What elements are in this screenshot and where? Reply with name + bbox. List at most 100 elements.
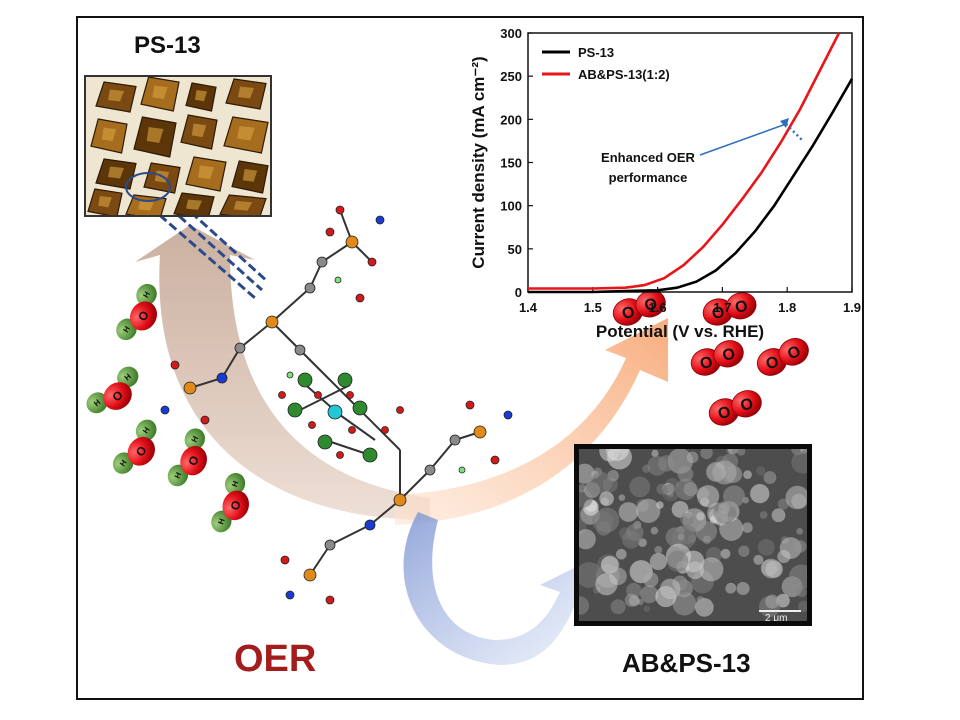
sem-particle: [777, 498, 789, 510]
sem-particle: [720, 548, 731, 559]
legend-label-1: AB&PS-13(1:2): [578, 67, 670, 82]
oxygen-symbol: O: [733, 297, 749, 317]
h2o-molecule: HOH: [167, 428, 208, 487]
hydrogen-atom: [86, 392, 108, 414]
sem-particle: [624, 593, 638, 607]
oxygen-atom: [180, 446, 208, 476]
y-tick-label: 150: [500, 156, 522, 171]
sem-particle: [636, 498, 661, 523]
crystal-highlight: [138, 201, 154, 211]
sem-particle: [761, 558, 781, 579]
sem-particle: [677, 524, 698, 545]
oxygen-symbol: O: [642, 295, 660, 315]
oer-polarization-chart: 1.4 1.5 1.6 1.7 1.8 1.9 0 50 100 150 200 250 300 Pote…: [469, 26, 861, 341]
sem-particle: [757, 538, 775, 556]
oxygen-atom: [713, 340, 744, 368]
atom-symbol: H: [173, 471, 184, 480]
annotation-dots: [785, 123, 803, 141]
series-line-0: [528, 78, 854, 294]
highlight-circle: [125, 172, 171, 202]
sem-particle: [642, 464, 651, 473]
sem-particle: [765, 594, 780, 609]
hydrogen-atom: [136, 283, 157, 306]
annotation-arrowhead: [780, 118, 789, 128]
sem-particle: [712, 460, 737, 485]
h2o-molecule: HOH: [211, 472, 250, 533]
sem-particle: [753, 554, 764, 565]
orange-flow-arrow: [395, 318, 668, 525]
sem-particle: [677, 466, 694, 482]
oxygen-molecules: O O O OO O O OO O: [612, 290, 809, 426]
x-tick-label: 1.5: [584, 300, 602, 315]
sem-particle: [695, 520, 718, 543]
crystal-highlight: [152, 85, 168, 100]
atom-symbol: H: [118, 458, 129, 468]
hydrogen-atom: [135, 419, 157, 442]
sem-particle: [738, 545, 750, 557]
sem-particle: [788, 564, 807, 590]
oxygen-atom: [129, 301, 157, 331]
sem-particle: [742, 522, 753, 534]
sem-particle: [638, 538, 647, 547]
x-tick-label: 1.6: [649, 300, 667, 315]
y-tick-label: 300: [500, 26, 522, 41]
sem-particle: [615, 548, 627, 560]
sem-particle: [777, 549, 791, 564]
sem-particle: [661, 483, 680, 502]
sem-particle: [622, 530, 641, 549]
sem-particle: [700, 449, 713, 460]
sem-particle: [793, 540, 807, 553]
sem-particle: [666, 550, 689, 572]
annotation-line: Enhanced OER: [601, 150, 696, 165]
y-axis-label: Current density (mA cm⁻²): [469, 56, 488, 268]
sem-particle: [743, 470, 752, 479]
sem-particle: [759, 511, 768, 519]
sem-particle: [796, 586, 807, 598]
sem-particle: [647, 455, 668, 476]
oer-label: OER: [234, 638, 317, 680]
sem-scalebar: 2 μm: [765, 613, 787, 623]
sem-particle: [595, 573, 618, 596]
crystal-highlight: [108, 166, 124, 179]
brown-flow-arrow: [135, 225, 430, 520]
atom-symbol: H: [216, 517, 227, 526]
sem-image: 2 μm: [574, 444, 812, 626]
oxygen-symbol: O: [710, 304, 726, 324]
crystal-highlight: [186, 199, 202, 210]
sem-particle: [736, 449, 746, 456]
sem-particle: [680, 512, 694, 527]
oxygen-atom: [778, 338, 809, 366]
y-tick-label: 250: [500, 69, 522, 84]
sem-particle: [785, 485, 807, 510]
sem-particle: [632, 522, 640, 530]
sem-particle: [618, 494, 626, 501]
hydrogen-atom: [184, 428, 206, 451]
crystal-highlight: [108, 89, 124, 102]
series-line-1: [528, 32, 841, 290]
hydrogen-atom: [224, 472, 246, 495]
zoom-dashed-lines: [139, 184, 270, 300]
crystal-highlight: [233, 201, 253, 211]
sem-particle: [699, 557, 724, 582]
x-tick-label: 1.4: [519, 300, 538, 315]
sem-particle: [771, 508, 786, 523]
sem-particle: [650, 526, 659, 535]
sem-particle: [696, 596, 705, 604]
ps13-crystal-micrograph: [84, 75, 272, 217]
sem-particle: [713, 501, 737, 524]
sem-particle: [643, 572, 659, 588]
sem-particle: [579, 596, 590, 615]
sem-particle: [579, 529, 596, 550]
oxygen-symbol: O: [620, 303, 638, 323]
y-tick-label: 200: [500, 112, 522, 127]
sem-particle: [651, 449, 659, 458]
y-tick-label: 100: [500, 199, 522, 214]
x-tick-label: 1.7: [713, 300, 731, 315]
y-tick-label: 0: [515, 285, 522, 300]
oxygen-atom: [127, 436, 155, 466]
